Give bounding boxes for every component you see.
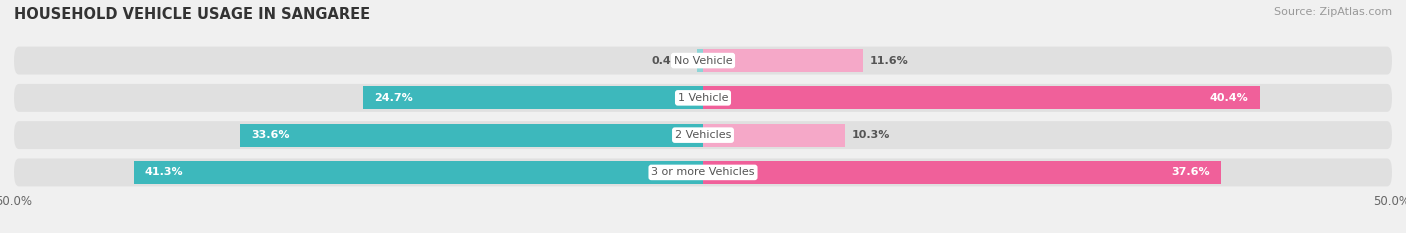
- Text: Source: ZipAtlas.com: Source: ZipAtlas.com: [1274, 7, 1392, 17]
- Text: 11.6%: 11.6%: [870, 56, 908, 65]
- Text: 10.3%: 10.3%: [852, 130, 890, 140]
- Text: HOUSEHOLD VEHICLE USAGE IN SANGAREE: HOUSEHOLD VEHICLE USAGE IN SANGAREE: [14, 7, 370, 22]
- Bar: [134, 161, 703, 184]
- Bar: [363, 86, 703, 110]
- Bar: [703, 49, 863, 72]
- Bar: [240, 123, 703, 147]
- Bar: [697, 49, 703, 72]
- Text: 2 Vehicles: 2 Vehicles: [675, 130, 731, 140]
- Bar: [703, 86, 1260, 110]
- Text: 3 or more Vehicles: 3 or more Vehicles: [651, 168, 755, 177]
- Text: 1 Vehicle: 1 Vehicle: [678, 93, 728, 103]
- Text: 24.7%: 24.7%: [374, 93, 412, 103]
- Text: 37.6%: 37.6%: [1171, 168, 1211, 177]
- Text: 40.4%: 40.4%: [1211, 93, 1249, 103]
- Bar: [703, 161, 1220, 184]
- Text: 33.6%: 33.6%: [252, 130, 290, 140]
- Text: 41.3%: 41.3%: [145, 168, 184, 177]
- Text: No Vehicle: No Vehicle: [673, 56, 733, 65]
- Bar: [703, 123, 845, 147]
- FancyBboxPatch shape: [14, 121, 1392, 149]
- Text: 0.43%: 0.43%: [652, 56, 690, 65]
- FancyBboxPatch shape: [14, 84, 1392, 112]
- FancyBboxPatch shape: [14, 47, 1392, 75]
- FancyBboxPatch shape: [14, 158, 1392, 186]
